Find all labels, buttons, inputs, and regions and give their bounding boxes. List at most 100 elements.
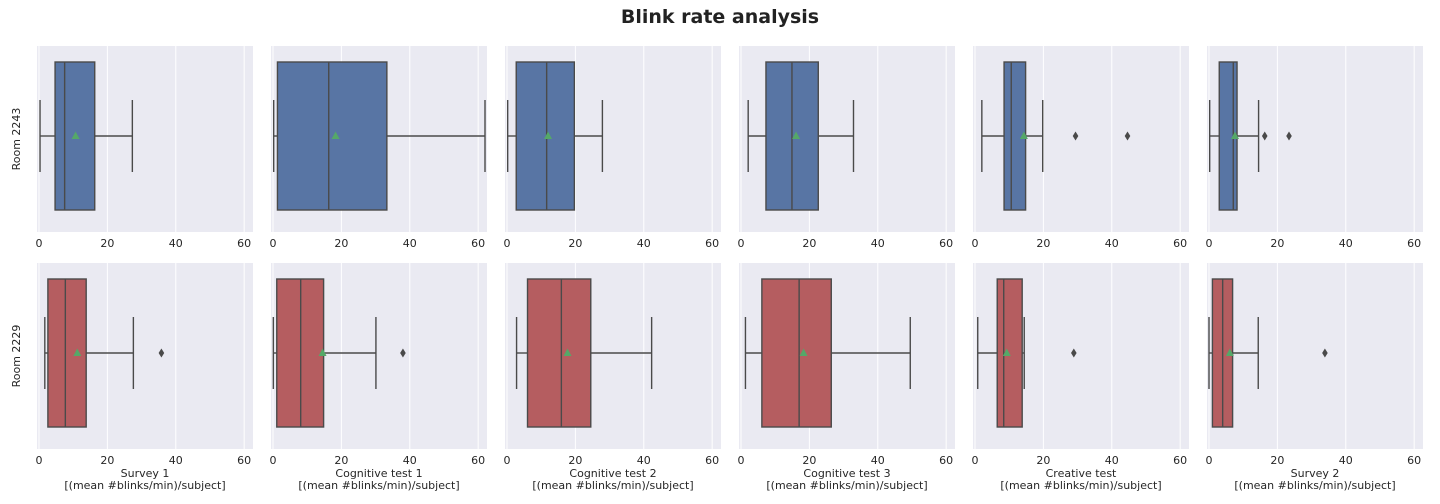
x-axis-label: Creative test: [1046, 467, 1117, 480]
x-tick-label: 40: [1339, 454, 1353, 467]
x-tick-label: 40: [637, 237, 651, 250]
x-tick-label: 40: [403, 237, 417, 250]
x-axis-unit: [(mean #blinks/min)/subject]: [64, 479, 225, 492]
x-tick-label: 20: [802, 454, 816, 467]
mean-marker: [1225, 348, 1234, 356]
x-tick-label: 40: [1105, 237, 1119, 250]
x-tick-label: 0: [36, 237, 43, 250]
x-tick-label: 60: [1407, 237, 1421, 250]
box: [54, 61, 96, 211]
x-tick-label: 20: [568, 454, 582, 467]
x-tick-label: 60: [237, 237, 251, 250]
panel: 0 20 40 60: [738, 46, 955, 250]
panel: 0 20 40 60: [504, 46, 721, 250]
panel: 0 20 40 60: [738, 263, 955, 467]
x-tick-label: 60: [237, 454, 251, 467]
box: [47, 278, 87, 428]
x-tick-label: 60: [1173, 454, 1187, 467]
x-tick-label: 0: [972, 237, 979, 250]
x-tick-label: 20: [1036, 454, 1050, 467]
mean-marker: [792, 131, 801, 139]
x-tick-label: 20: [1270, 237, 1284, 250]
box: [515, 61, 576, 211]
x-tick-label: 0: [270, 237, 277, 250]
mean-marker: [1019, 131, 1028, 139]
outlier-marker: [1124, 131, 1131, 141]
row-label: Room 2243: [10, 108, 23, 171]
x-tick-label: 20: [568, 237, 582, 250]
x-tick-label: 40: [871, 454, 885, 467]
x-axis-unit: [(mean #blinks/min)/subject]: [298, 479, 459, 492]
x-tick-label: 40: [637, 454, 651, 467]
x-tick-label: 0: [36, 454, 43, 467]
panel: 0 20 40 60: [270, 46, 487, 250]
x-tick-label: 60: [705, 237, 719, 250]
x-tick-label: 0: [504, 237, 511, 250]
x-tick-label: 60: [939, 454, 953, 467]
x-tick-label: 20: [802, 237, 816, 250]
x-tick-label: 40: [169, 237, 183, 250]
x-axis-label: Cognitive test 2: [569, 467, 656, 480]
panel: 0 20 40 60: [972, 263, 1189, 467]
x-axis-label: Survey 1: [121, 467, 170, 480]
x-tick-label: 40: [403, 454, 417, 467]
x-tick-label: 0: [738, 237, 745, 250]
x-tick-label: 40: [871, 237, 885, 250]
outlier-marker: [1072, 131, 1079, 141]
mean-marker: [799, 348, 808, 356]
x-axis-label: Cognitive test 3: [803, 467, 890, 480]
panel: 0 20 40 60: [1206, 46, 1423, 250]
mean-marker: [1230, 131, 1239, 139]
x-tick-label: 60: [471, 454, 485, 467]
box: [276, 61, 388, 211]
x-tick-label: 40: [1105, 454, 1119, 467]
x-tick-label: 0: [1206, 454, 1213, 467]
x-tick-label: 20: [1036, 237, 1050, 250]
x-tick-label: 20: [100, 237, 114, 250]
outlier-marker: [158, 348, 165, 358]
panel: 0 20 40 60: [972, 46, 1189, 250]
mean-marker: [1002, 348, 1011, 356]
outlier-marker: [1071, 348, 1077, 358]
x-axis-label: Cognitive test 1: [335, 467, 422, 480]
x-tick-label: 0: [972, 454, 979, 467]
x-tick-label: 60: [1407, 454, 1421, 467]
mean-marker: [563, 348, 572, 356]
x-axis-label: Survey 2: [1291, 467, 1340, 480]
outlier-marker: [1261, 131, 1268, 141]
panel: 0 20 40 60: [1206, 263, 1423, 467]
mean-marker: [544, 131, 553, 139]
x-tick-label: 60: [939, 237, 953, 250]
chart-title: Blink rate analysis: [620, 6, 820, 28]
x-tick-label: 60: [1173, 237, 1187, 250]
outlier-marker: [1322, 348, 1328, 358]
x-tick-label: 0: [1206, 237, 1213, 250]
box: [526, 278, 592, 428]
mean-marker: [71, 131, 80, 139]
x-axis-unit: [(mean #blinks/min)/subject]: [1000, 479, 1161, 492]
x-tick-label: 20: [100, 454, 114, 467]
panel: 0 20 40 60: [36, 263, 253, 467]
outlier-marker: [400, 348, 406, 358]
x-tick-label: 60: [705, 454, 719, 467]
x-axis-unit: [(mean #blinks/min)/subject]: [1234, 479, 1395, 492]
row-label: Room 2229: [10, 325, 23, 388]
panel: 0 20 40 60: [36, 46, 253, 250]
x-tick-label: 20: [334, 454, 348, 467]
panel: 0 20 40 60: [504, 263, 721, 467]
x-tick-label: 0: [504, 454, 511, 467]
x-axis-unit: [(mean #blinks/min)/subject]: [532, 479, 693, 492]
mean-marker: [331, 131, 340, 139]
box: [996, 278, 1023, 428]
outlier-marker: [1286, 131, 1292, 141]
mean-marker: [318, 348, 327, 356]
x-axis-unit: [(mean #blinks/min)/subject]: [766, 479, 927, 492]
panel-background: [1207, 263, 1423, 449]
box: [761, 278, 832, 428]
x-tick-label: 20: [334, 237, 348, 250]
x-tick-label: 0: [738, 454, 745, 467]
panel: 0 20 40 60: [270, 263, 487, 467]
mean-marker: [73, 348, 82, 356]
x-tick-label: 20: [1270, 454, 1284, 467]
